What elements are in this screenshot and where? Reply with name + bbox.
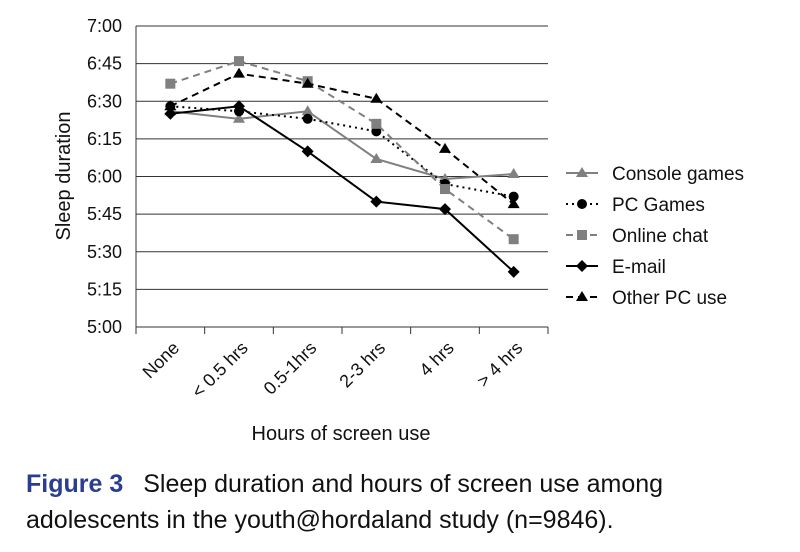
data-point-other-pc-use (301, 77, 314, 88)
data-point-other-pc-use (507, 198, 520, 209)
data-point-e-mail (370, 195, 383, 208)
data-point-other-pc-use (164, 100, 177, 111)
y-tick-label: 6:30 (87, 91, 122, 111)
figure-caption: Figure 3 Sleep duration and hours of scre… (26, 466, 786, 538)
data-point-online-chat (165, 78, 176, 89)
legend-label: Online chat (612, 226, 709, 247)
data-point-online-chat (508, 234, 519, 245)
x-tick-label: None (139, 338, 184, 383)
figure-label: Figure 3 (26, 470, 124, 498)
x-tick-label: 2-3 hrs (335, 338, 389, 392)
line-chart: 5:00 5:15 5:30 5:45 6:00 6:15 6:30 6:45 7:00 Non… (53, 16, 744, 445)
legend-label: Console games (612, 164, 744, 185)
data-point-pc-games (302, 113, 313, 124)
data-point-e-mail (439, 203, 451, 216)
x-tick-label: 4 hrs (415, 338, 457, 380)
data-point-e-mail (233, 100, 245, 113)
y-axis-ticks: 5:00 5:15 5:30 5:45 6:00 6:15 6:30 6:45 7:00 (87, 16, 122, 337)
data-point-e-mail (301, 145, 314, 158)
y-tick-label: 5:45 (87, 204, 122, 224)
legend-marker (576, 260, 588, 272)
data-point-e-mail (164, 107, 177, 120)
data-point-console-games (301, 105, 314, 116)
x-tick-label: < 0.5 hrs (188, 338, 252, 402)
y-tick-label: 6:45 (87, 54, 122, 74)
data-point-console-games (370, 152, 383, 163)
series-line-other-pc-use (169, 72, 515, 205)
legend-item-online-chat: Online chat (566, 226, 709, 247)
series-line-console-games (170, 110, 514, 181)
x-tick-label: > 4 hrs (473, 338, 526, 391)
series-group (164, 56, 520, 278)
series-line-e-mail (170, 105, 515, 273)
data-point-online-chat (440, 184, 450, 195)
data-point-online-chat (234, 56, 244, 67)
series-other-pc-use (164, 67, 520, 209)
data-point-console-games (233, 112, 245, 123)
data-point-other-pc-use (233, 67, 245, 78)
legend-marker (577, 230, 587, 240)
data-point-pc-games (508, 191, 519, 202)
data-point-console-games (507, 167, 520, 178)
x-axis-title: Hours of screen use (252, 423, 431, 445)
legend-marker (577, 199, 587, 209)
legend-item-e-mail: E-mail (566, 257, 666, 278)
data-point-online-chat (371, 118, 382, 129)
legend-item-other-pc-use: Other PC use (566, 288, 727, 309)
y-tick-label: 5:00 (87, 317, 122, 337)
y-axis-title: Sleep duration (53, 112, 75, 241)
y-tick-label: 6:00 (87, 167, 122, 187)
data-point-other-pc-use (439, 142, 451, 153)
legend: Console games PC Games Online chat E-mail Ot… (566, 164, 744, 309)
series-e-mail (164, 100, 520, 278)
data-point-pc-games (371, 126, 382, 137)
data-point-other-pc-use (370, 92, 383, 103)
legend-label: E-mail (612, 257, 666, 278)
y-tick-label: 5:15 (87, 279, 122, 299)
data-point-e-mail (507, 265, 520, 278)
y-tick-label: 7:00 (87, 16, 122, 36)
y-tick-label: 5:30 (87, 242, 122, 262)
y-tick-label: 6:15 (87, 129, 122, 149)
legend-item-pc-games: PC Games (566, 195, 705, 216)
legend-item-console-games: Console games (566, 164, 744, 185)
x-axis-ticks: None < 0.5 hrs 0.5-1hrs 2-3 hrs 4 hrs > 4 hrs (135, 327, 549, 402)
legend-label: PC Games (612, 195, 705, 216)
legend-label: Other PC use (612, 288, 727, 309)
series-line-online-chat (170, 60, 515, 241)
series-line-pc-games (170, 105, 514, 198)
figure-caption-text: Sleep duration and hours of screen use a… (26, 470, 664, 534)
legend-marker (576, 167, 588, 177)
x-tick-label: 0.5-1hrs (260, 338, 321, 399)
legend-marker (576, 291, 588, 301)
series-console-games (164, 105, 520, 184)
